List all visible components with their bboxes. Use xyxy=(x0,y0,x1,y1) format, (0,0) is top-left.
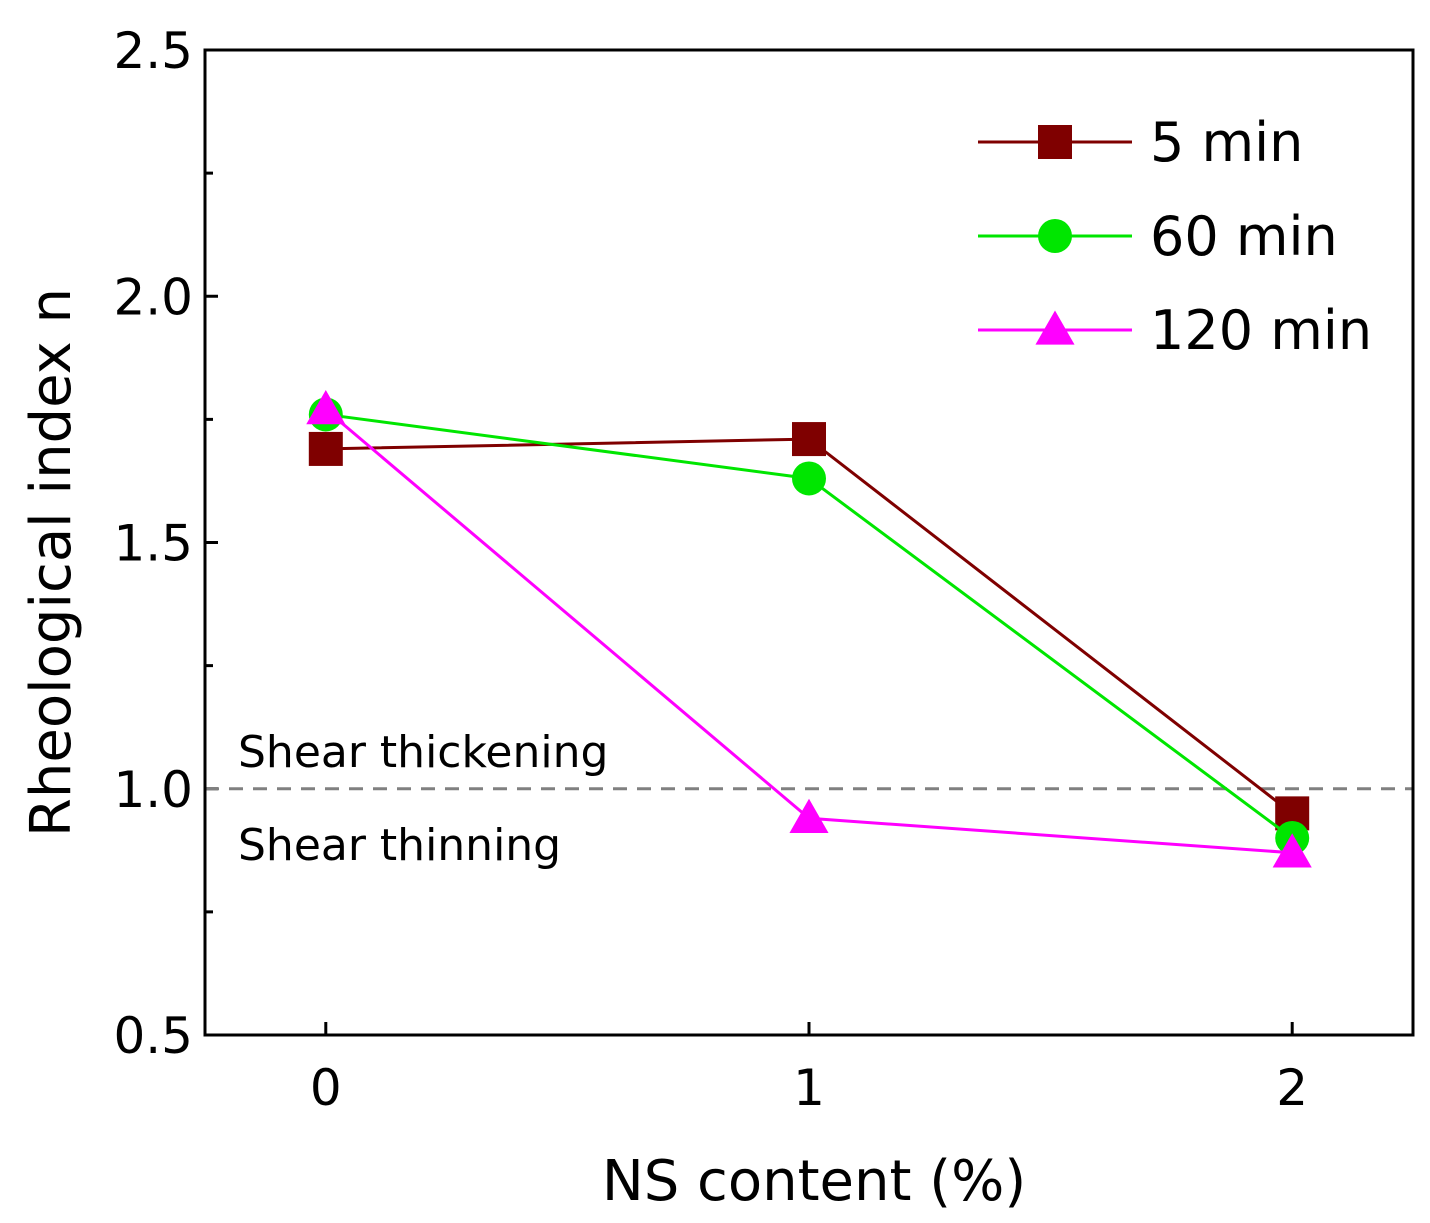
legend-item: 5 min xyxy=(978,111,1303,174)
legend-marker xyxy=(1038,125,1072,159)
y-axis-title: Rheological index n xyxy=(19,288,84,837)
plot-frame xyxy=(203,48,1415,1037)
annotation-shear-thinning: Shear thinning xyxy=(238,820,561,871)
legend-marker xyxy=(1038,219,1072,253)
series-60-min xyxy=(308,397,1310,855)
x-axis-title: NS content (%) xyxy=(602,1149,1026,1214)
legend-label: 120 min xyxy=(1150,299,1372,362)
legend-label: 5 min xyxy=(1150,111,1303,174)
x-tick-label: 1 xyxy=(793,1059,825,1117)
data-point xyxy=(789,798,829,833)
legend-label: 60 min xyxy=(1150,205,1338,268)
annotation-shear-thickening: Shear thickening xyxy=(238,727,608,778)
data-point xyxy=(792,461,826,496)
data-point xyxy=(792,422,826,457)
y-tick-label: 2.0 xyxy=(113,268,193,326)
ticks-layer: 0.5 1.0 1.5 2.0 2.5 0 1 2 xyxy=(113,22,1308,1117)
series-120-min xyxy=(306,389,1312,868)
y-tick-label: 2.5 xyxy=(113,22,193,80)
x-tick-label: 2 xyxy=(1276,1059,1308,1117)
y-tick-label: 0.5 xyxy=(113,1007,193,1065)
legend-item: 120 min xyxy=(978,299,1372,362)
legend-item: 60 min xyxy=(978,205,1338,268)
y-tick-label: 1.5 xyxy=(113,515,193,573)
y-tick-label: 1.0 xyxy=(113,761,193,819)
x-tick-label: 0 xyxy=(310,1059,342,1117)
series-layer xyxy=(306,389,1312,868)
data-point xyxy=(306,389,346,425)
series-5-min xyxy=(308,422,1310,831)
legend-marker xyxy=(1035,310,1075,345)
legend: 5 min 60 min 120 min xyxy=(978,111,1372,362)
data-point xyxy=(308,431,343,466)
data-point xyxy=(1272,833,1312,868)
